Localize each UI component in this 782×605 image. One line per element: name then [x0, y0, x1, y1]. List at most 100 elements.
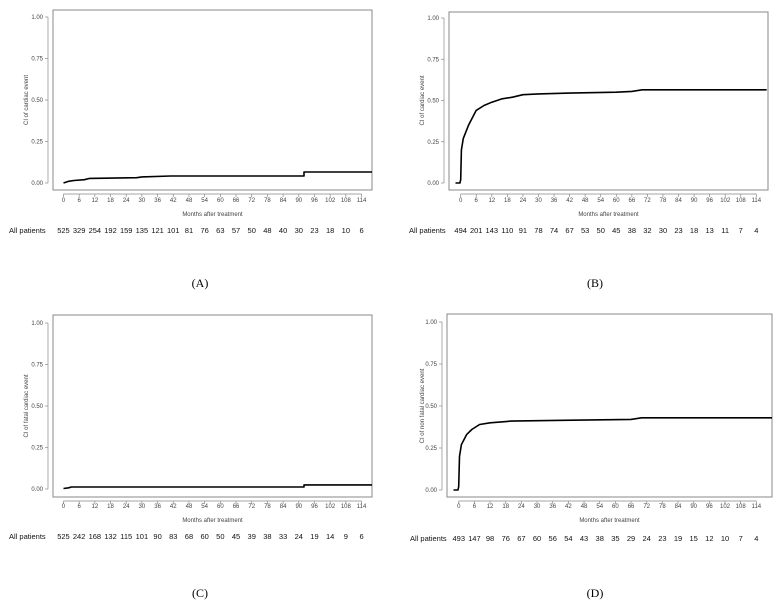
plot-frame — [52, 314, 373, 498]
y-tick-label: 0.25 — [425, 446, 437, 452]
at-risk-count: 35 — [611, 534, 619, 543]
x-tick-label: 66 — [233, 504, 240, 510]
panel-b: 0.00 0.25 0.50 0.75 1.00 CI of cardiac event 0… — [409, 11, 769, 290]
x-axis-label: Months after treatment — [182, 212, 243, 218]
y-tick-label: 1.00 — [427, 16, 439, 22]
x-tick-label: 84 — [280, 198, 287, 204]
panel-a: 0.00 0.25 0.50 0.75 1.00 CI of cardiac event 0… — [9, 9, 373, 290]
y-tick-label: 0.00 — [427, 181, 439, 187]
y-tick-label: 0.50 — [31, 98, 43, 104]
cumulative-incidence-curve — [63, 484, 372, 490]
x-tick-label: 6 — [475, 198, 479, 204]
y-tick-label: 1.00 — [425, 320, 437, 326]
at-risk-count: 83 — [169, 532, 177, 541]
at-risk-count: 38 — [596, 534, 604, 543]
y-axis-label: CI of non fatal cardiac event — [420, 368, 426, 443]
at-risk-count: 192 — [104, 226, 117, 235]
x-tick-label: 90 — [295, 198, 302, 204]
plot-frame — [52, 9, 373, 191]
panel-caption: (B) — [587, 276, 603, 290]
y-tick-label: 0.75 — [427, 57, 439, 63]
x-tick-label: 84 — [675, 504, 682, 510]
at-risk-count: 33 — [279, 532, 287, 541]
x-tick-label: 54 — [596, 504, 603, 510]
y-tick-label: 0.00 — [31, 487, 43, 493]
x-tick-label: 54 — [201, 198, 208, 204]
x-tick-label: 114 — [752, 504, 762, 510]
x-tick-label: 30 — [139, 504, 146, 510]
x-axis-label: Months after treatment — [578, 212, 639, 218]
at-risk-count: 23 — [674, 226, 682, 235]
y-axis-label: CI of cardiac event — [420, 75, 426, 125]
panel-c: 0.00 0.25 0.50 0.75 1.00 CI of fatal cardiac … — [9, 314, 373, 600]
at-risk-count: 30 — [295, 226, 303, 235]
x-axis-label: Months after treatment — [579, 518, 640, 524]
y-tick-label: 0.00 — [31, 181, 43, 187]
x-axis-label: Months after treatment — [182, 518, 243, 524]
x-tick-label: 48 — [186, 198, 193, 204]
x-tick-label: 102 — [325, 198, 336, 204]
x-tick-label: 90 — [690, 504, 697, 510]
at-risk-count: 9 — [344, 532, 348, 541]
x-tick-label: 6 — [473, 504, 477, 510]
panel-d: 0.00 0.25 0.50 0.75 1.00 CI of non fatal card… — [410, 313, 773, 600]
x-tick-label: 18 — [502, 504, 509, 510]
at-risk-count: 68 — [185, 532, 193, 541]
x-tick-label: 12 — [488, 198, 495, 204]
at-risk-count: 43 — [580, 534, 588, 543]
y-tick-label: 0.75 — [31, 363, 43, 369]
at-risk-count: 30 — [659, 226, 667, 235]
at-risk-count: 38 — [263, 532, 271, 541]
at-risk-count: 147 — [468, 534, 481, 543]
at-risk-count: 57 — [232, 226, 240, 235]
at-risk-count: 98 — [486, 534, 494, 543]
at-risk-count: 53 — [581, 226, 589, 235]
at-risk-count: 91 — [519, 226, 527, 235]
x-tick-label: 12 — [91, 504, 98, 510]
at-risk-count: 54 — [564, 534, 572, 543]
x-tick-label: 102 — [720, 504, 731, 510]
at-risk-count: 121 — [151, 226, 164, 235]
plot-frame — [446, 313, 773, 498]
at-risk-count: 11 — [721, 226, 729, 235]
x-tick-label: 54 — [201, 504, 208, 510]
x-tick-label: 84 — [675, 198, 682, 204]
at-risk-count: 67 — [517, 534, 525, 543]
x-tick-label: 24 — [520, 198, 527, 204]
at-risk-count: 10 — [342, 226, 350, 235]
y-tick-label: 0.75 — [31, 57, 43, 63]
x-tick-label: 42 — [170, 198, 177, 204]
at-risk-count: 32 — [643, 226, 651, 235]
x-tick-label: 36 — [154, 198, 161, 204]
x-tick-label: 72 — [248, 198, 255, 204]
x-tick-label: 48 — [582, 198, 589, 204]
at-risk-count: 39 — [248, 532, 256, 541]
x-tick-label: 48 — [186, 504, 193, 510]
y-tick-label: 0.50 — [427, 99, 439, 105]
panel-caption: (C) — [192, 586, 208, 600]
cumulative-incidence-curve — [453, 417, 772, 491]
at-risk-count: 23 — [658, 534, 666, 543]
at-risk-count: 29 — [627, 534, 635, 543]
y-tick-label: 0.25 — [427, 140, 439, 146]
at-risk-count: 132 — [104, 532, 117, 541]
at-risk-count: 15 — [690, 534, 698, 543]
x-tick-label: 24 — [518, 504, 525, 510]
at-risk-count: 63 — [216, 226, 224, 235]
at-risk-count: 254 — [89, 226, 102, 235]
x-tick-label: 72 — [248, 504, 255, 510]
at-risk-count: 168 — [89, 532, 102, 541]
plot-frame — [448, 11, 769, 191]
at-risk-count: 48 — [263, 226, 271, 235]
at-risk-count: 81 — [185, 226, 193, 235]
panel-caption: (D) — [587, 586, 604, 600]
x-tick-label: 42 — [565, 504, 572, 510]
at-risk-count: 6 — [359, 226, 363, 235]
x-tick-label: 18 — [504, 198, 511, 204]
at-risk-count: 18 — [326, 226, 334, 235]
x-tick-label: 54 — [597, 198, 604, 204]
x-tick-label: 66 — [628, 198, 635, 204]
y-tick-label: 0.50 — [31, 404, 43, 410]
at-risk-count: 110 — [501, 226, 513, 235]
